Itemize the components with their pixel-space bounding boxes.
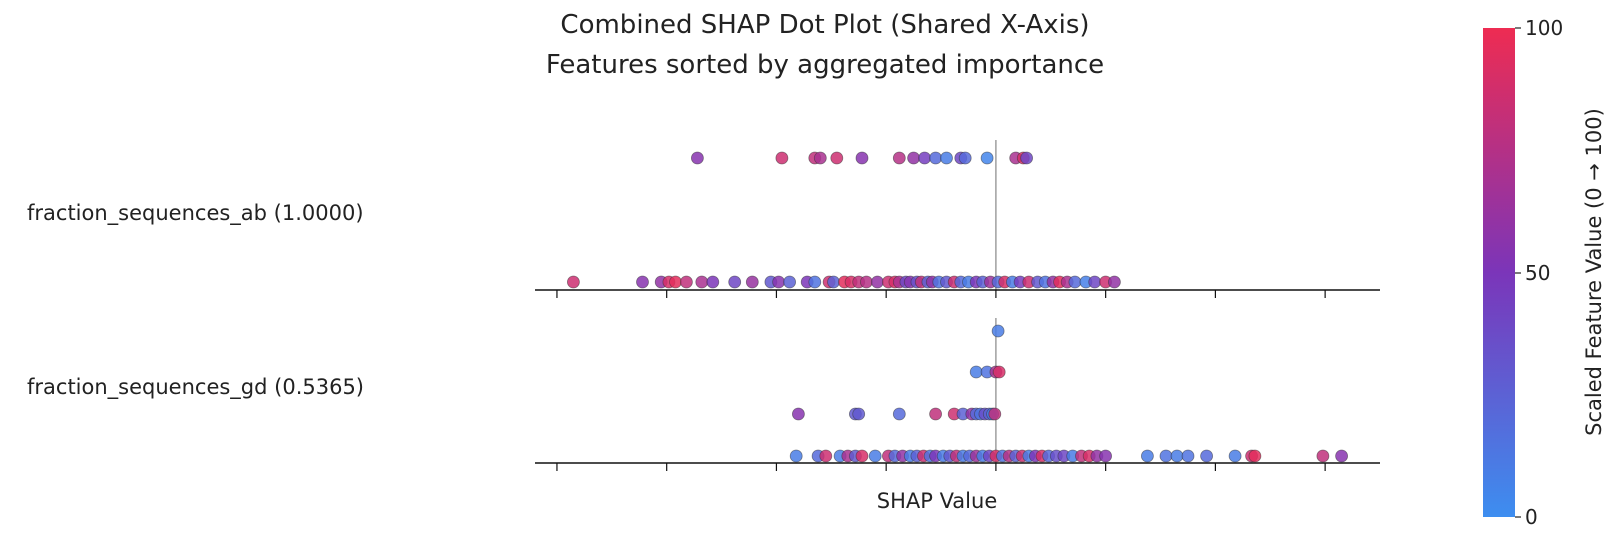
data-point	[929, 407, 942, 421]
data-point	[1181, 449, 1195, 463]
data-point	[958, 151, 972, 165]
data-point	[706, 275, 720, 289]
data-point	[969, 365, 983, 379]
plot-panels: fraction_sequences_ab (1.0000) fraction_s…	[27, 140, 1380, 471]
data-point	[691, 151, 704, 165]
data-point	[855, 449, 869, 463]
data-point	[907, 151, 920, 165]
data-point	[819, 449, 833, 463]
data-point	[929, 151, 942, 165]
data-point	[988, 407, 1002, 421]
feature-label: fraction_sequences_gd (0.5365)	[27, 375, 364, 400]
data-point	[745, 275, 759, 289]
data-point	[695, 275, 709, 289]
data-point	[669, 275, 682, 289]
colorbar-tick-label: 0	[1525, 505, 1538, 529]
data-point	[1099, 449, 1112, 463]
colorbar-label: Scaled Feature Value (0 → 100)	[1582, 108, 1606, 436]
colorbar-gradient	[1483, 28, 1515, 517]
data-point	[728, 275, 742, 289]
data-point	[567, 275, 580, 289]
data-point	[1248, 449, 1262, 463]
data-point	[1159, 449, 1173, 463]
data-point	[918, 151, 931, 165]
data-point	[813, 151, 827, 165]
data-point	[940, 151, 953, 165]
chart-title: Combined SHAP Dot Plot (Shared X-Axis)	[560, 10, 1089, 40]
data-point	[992, 365, 1006, 379]
data-point	[827, 275, 840, 289]
data-point	[792, 407, 805, 421]
colorbar-tick-label: 100	[1525, 16, 1563, 40]
data-point	[892, 151, 906, 165]
data-point	[991, 324, 1005, 338]
data-point	[1335, 449, 1348, 463]
x-axis-label: SHAP Value	[877, 489, 998, 513]
data-point	[1141, 449, 1154, 463]
data-point	[789, 449, 803, 463]
data-point	[680, 275, 693, 289]
data-point	[1108, 275, 1121, 289]
data-point	[772, 275, 785, 289]
data-point	[1170, 449, 1184, 463]
data-point	[860, 275, 873, 289]
data-point	[855, 151, 869, 165]
data-point	[783, 275, 796, 289]
colorbar: 100 50 0 Scaled Feature Value (0 → 100)	[1483, 16, 1606, 529]
data-point	[1020, 151, 1033, 165]
data-point	[830, 151, 844, 165]
data-point	[1068, 275, 1082, 289]
data-point	[871, 275, 884, 289]
data-point	[1228, 449, 1242, 463]
data-point	[1200, 449, 1213, 463]
data-point	[980, 151, 994, 165]
data-point	[808, 275, 822, 289]
data-point	[636, 275, 649, 289]
data-point	[852, 407, 866, 421]
data-point	[1088, 275, 1102, 289]
data-point	[892, 407, 906, 421]
data-point	[775, 151, 789, 165]
chart-subtitle: Features sorted by aggregated importance	[546, 50, 1104, 80]
colorbar-tick-label: 50	[1525, 261, 1550, 285]
data-point	[868, 449, 882, 463]
feature-label: fraction_sequences_ab (1.0000)	[27, 201, 364, 226]
data-point	[1316, 449, 1330, 463]
